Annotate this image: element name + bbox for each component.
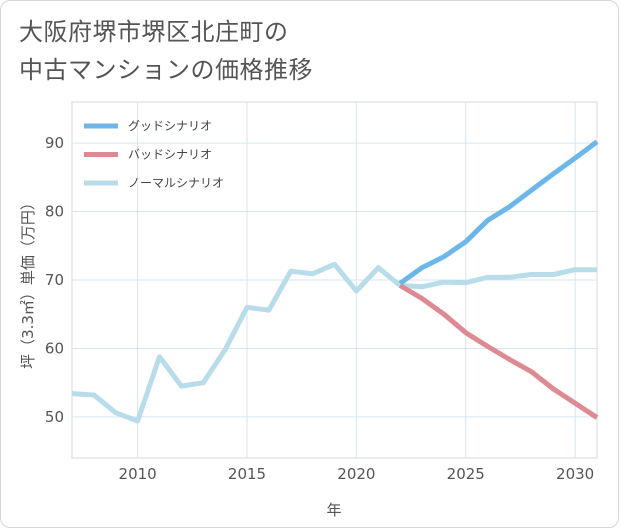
title-line-1: 大阪府堺市堺区北庄町の bbox=[19, 18, 289, 46]
x-tick-label: 2030 bbox=[556, 465, 594, 483]
y-tick-label: 60 bbox=[45, 339, 64, 357]
legend-label-2: ノーマルシナリオ bbox=[128, 176, 224, 190]
y-tick-label: 90 bbox=[45, 134, 64, 152]
y-tick-label: 70 bbox=[45, 271, 64, 289]
grid bbox=[72, 102, 597, 458]
x-axis-title: 年 bbox=[326, 501, 341, 519]
series-line-1 bbox=[398, 283, 599, 420]
x-tick-label: 2015 bbox=[228, 465, 266, 483]
y-axis-title: 坪（3.3㎡）単価（万円） bbox=[19, 195, 37, 369]
x-tick-label: 2020 bbox=[337, 465, 375, 483]
x-tick-label: 2025 bbox=[447, 465, 485, 483]
title-line-2: 中古マンションの価格推移 bbox=[19, 56, 313, 84]
x-tick-label: 2010 bbox=[119, 465, 157, 483]
series-line-2 bbox=[71, 261, 597, 424]
series-line-0 bbox=[398, 139, 599, 286]
y-tick-label: 50 bbox=[45, 408, 64, 426]
legend-label-1: バッドシナリオ bbox=[128, 148, 212, 162]
y-tick-label: 80 bbox=[45, 203, 64, 221]
axis-ticks: 2010 2015 2020 2025 2030 50 60 70 80 90 bbox=[45, 134, 594, 483]
legend-label-0: グッドシナリオ bbox=[128, 119, 212, 133]
series-lines bbox=[71, 139, 599, 424]
page-title: 大阪府堺市堺区北庄町の 中古マンションの価格推移 bbox=[19, 13, 313, 89]
